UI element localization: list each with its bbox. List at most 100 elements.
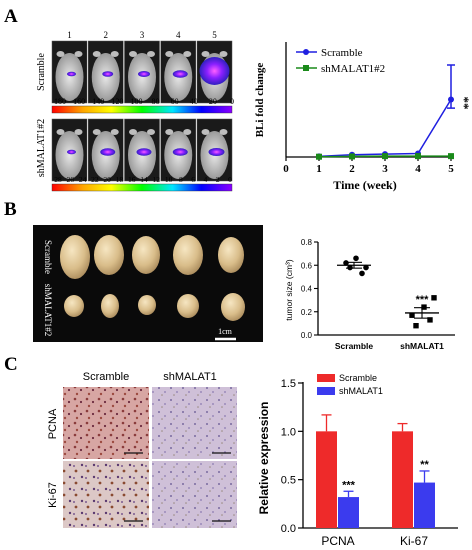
mouse-body [128,53,156,101]
bli-signal [208,148,225,156]
data-point-sh [382,153,388,160]
scatter-significance: *** [416,294,430,306]
tumor-scramble [60,235,90,279]
mouse-number: 2 [104,30,109,40]
line-chart-x-tick-label: 0 [283,163,289,175]
bli-signal [100,148,116,156]
data-point-scramble [448,96,454,103]
scatter-y-tick-label: 0.4 [301,285,313,294]
bli-signal [136,148,152,156]
scale-tick-label: 28 [54,175,62,184]
line-chart-x-tick-label: 2 [349,163,355,175]
scatter-y-tick-label: 0.0 [301,331,313,340]
tumor-sh [177,294,199,318]
scatter-point-scramble [359,270,365,277]
scatter-point-scramble [353,255,359,262]
bar-legend-sh-swatch [317,387,335,395]
mouse-ear [129,51,137,57]
mouse-ear [147,129,155,135]
data-point-sh [316,153,322,160]
tumor-scramble [218,237,244,273]
scale-tick-label: 20 [209,97,217,106]
tumor-sh [64,295,84,317]
scale-tick-label: 18 [116,175,124,184]
bar-legend-sh-label: shMALAT1 [339,386,383,396]
mouse-body [55,131,84,179]
scale-tick-label: 80 [152,97,160,106]
panel-label-c: C [4,354,18,375]
tumor-scramble [173,235,203,275]
mouse-body [91,53,120,101]
ihc-col-label-scramble: Scramble [83,371,129,383]
scale-tick-label: 22 [91,175,99,184]
tumor-scramble [132,236,160,274]
ihc-image-pcna-scramble [63,387,149,459]
bar-legend-scramble-label: Scramble [339,373,377,383]
bli-signal [199,57,230,85]
mouse-body [55,53,84,101]
scatter-category-sh: shMALAT1 [400,341,444,351]
data-point-sh [415,153,421,160]
imaging-row-label-sh: shMALAT1#2 [36,119,47,177]
line-chart-x-label: Time (week) [333,178,396,192]
bar-y-tick-label: 0.0 [281,523,296,535]
color-scale-bar-top [51,105,233,114]
scale-tick-label: 100 [130,97,142,106]
bli-signal [138,71,150,77]
mouse-number: 1 [67,30,72,40]
mouse-ear [74,51,83,57]
mouse-ear [201,51,210,57]
scatter-point-scramble [347,264,353,271]
mouse-ear [183,129,192,135]
ihc-col-label-sh: shMALAT1 [163,371,217,383]
scatter-y-tick-label: 0.2 [301,308,313,317]
scale-tick-label: 8 [179,175,183,184]
ihc-row-label-ki67: Ki-67 [47,482,59,508]
scale-tick-label: 0 [230,97,234,106]
tumor-sh [101,294,119,318]
tumor-scramble [94,235,124,275]
mouse-ear [110,129,119,135]
scale-tick-label: 4 [204,175,208,184]
data-point-sh [448,153,454,160]
scatter-point-sh [421,304,427,310]
bli-signal [67,149,76,155]
scatter-y-tick-label: 0.6 [301,261,313,270]
scale-tick-label: 26 [67,175,75,184]
color-scale-bar-bottom [51,183,233,192]
tumor-photo-panel: Scramble shMALAT1#2 1cm [33,225,263,342]
mouse-ear [56,129,65,135]
data-point-sh [349,153,355,160]
line-chart-x-tick-label: 4 [415,163,421,175]
mouse-ear [110,51,119,57]
ihc-row-label-pcna: PCNA [47,408,59,439]
line-chart-x-tick-label: 3 [382,163,388,175]
scale-tick-label: 10 [165,175,173,184]
scale-tick-label: 24 [79,175,87,184]
bar-category-label: PCNA [321,534,354,548]
scatter-point-sh [431,295,437,301]
bar-scramble [392,431,413,528]
bar-y-tick-label: 0.5 [281,475,296,487]
bli-signal [172,70,188,78]
scale-tick-label: 60 [171,97,179,106]
line-chart-significance: ** [457,97,472,110]
mouse-ear [74,129,83,135]
mouse-ear [165,129,174,135]
mouse-ear [147,51,155,57]
scale-tick-label: 2 [216,175,220,184]
scale-tick-label: 160 [73,97,85,106]
series-line-scramble [318,99,452,158]
bar-sh [338,497,359,528]
scatter-y-tick-label: 0.8 [301,238,313,247]
bar-significance: *** [342,479,356,491]
tumor-size-chart: tumor size (cm³) 0.0 0.2 0.4 0.6 0.8 Scrambl… [284,238,455,351]
legend-sh-marker [303,65,309,71]
scale-tick-label: 40 [190,97,198,106]
tumor-row-label-sh: shMALAT1#2 [43,284,53,337]
ihc-image-ki67-sh [152,461,237,528]
relative-expression-chart: Relative expression 0.0 0.5 1.0 1.5 *** PCNA… [257,373,458,548]
scatter-point-scramble [363,264,369,271]
